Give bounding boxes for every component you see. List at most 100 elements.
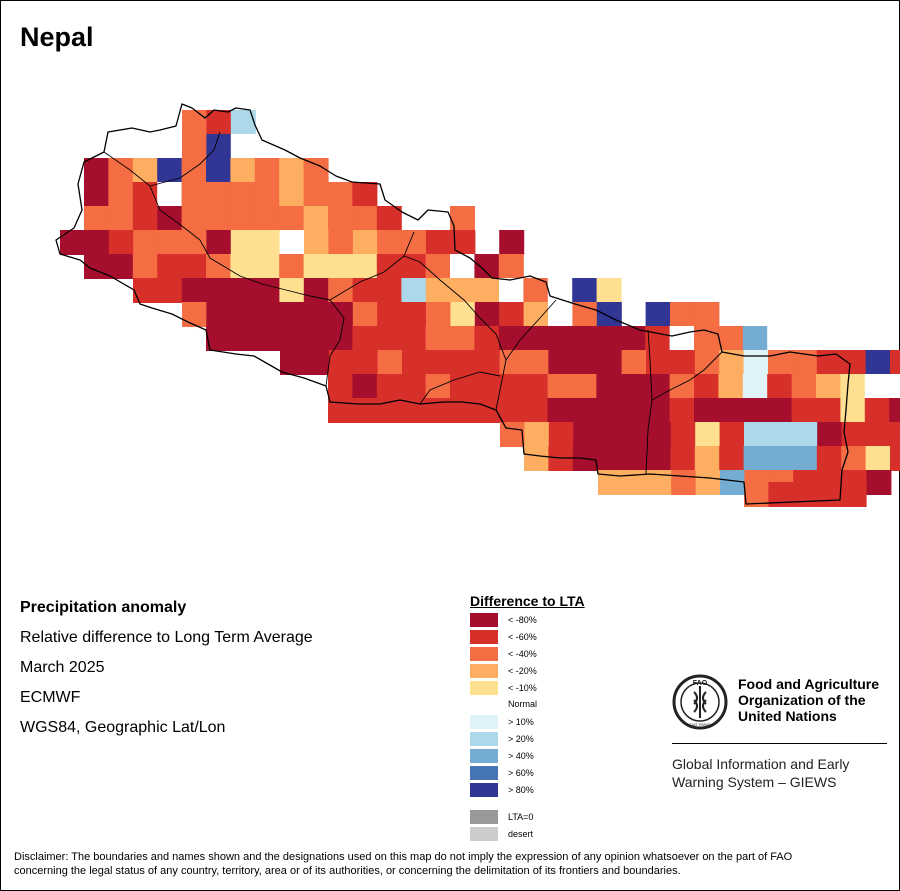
legend-swatch [470, 749, 498, 763]
anomaly-cell-m60 [352, 398, 378, 423]
anomaly-cell-m80 [280, 350, 305, 375]
province-boundary-line [149, 131, 221, 187]
anomaly-cell-m40 [181, 206, 207, 231]
anomaly-cell-m80 [572, 350, 598, 375]
fao-emblem-text: FAO [693, 680, 708, 687]
anomaly-cell-m40 [206, 182, 231, 207]
anomaly-cell-m60 [816, 446, 842, 471]
anomaly-cell-m80 [279, 326, 305, 351]
anomaly-cell-m60 [157, 278, 183, 303]
anomaly-cell-m60 [498, 398, 524, 423]
anomaly-cell-m40 [279, 206, 305, 231]
anomaly-cell-m80 [498, 326, 524, 351]
anomaly-cell-m10 [695, 422, 721, 447]
anomaly-cell-n [499, 278, 524, 303]
anomaly-cell-m40 [108, 206, 134, 231]
anomaly-cell-m80 [254, 326, 280, 351]
disclaimer: Disclaimer: The boundaries and names sho… [14, 850, 884, 878]
legend-label: < -20% [508, 666, 537, 676]
province-boundary-line [651, 351, 723, 401]
anomaly-cell-m40 [425, 254, 451, 279]
anomaly-cell-m40 [352, 302, 378, 327]
anomaly-cell-m60 [719, 446, 745, 471]
anomaly-cell-m60 [791, 398, 817, 423]
anomaly-cell-m60 [206, 110, 232, 135]
anomaly-cell-m40 [108, 182, 134, 207]
anomaly-cell-m40 [426, 302, 451, 327]
province-boundary-line [403, 255, 507, 411]
anomaly-cell-m60 [475, 350, 501, 375]
anomaly-cell-m60 [864, 398, 890, 423]
anomaly-cell-m80 [547, 398, 573, 423]
legend-label: < -10% [508, 683, 537, 693]
anomaly-cell-m60 [719, 422, 745, 447]
anomaly-cell-m60 [841, 422, 867, 447]
legend-label: LTA=0 [508, 812, 534, 822]
province-boundary-line [103, 151, 331, 301]
anomaly-cell-m40 [694, 350, 720, 375]
anomaly-cell-m80 [645, 374, 671, 399]
anomaly-cell-p80 [572, 278, 598, 303]
anomaly-cell-m20 [816, 374, 841, 399]
anomaly-cell-m60 [352, 182, 378, 207]
anomaly-cell-n [450, 254, 475, 279]
anomaly-cell-m80 [255, 278, 280, 303]
anomaly-cell-m10 [254, 254, 280, 279]
anomaly-cell-m40 [401, 230, 427, 255]
disclaimer-line1: Disclaimer: The boundaries and names sho… [14, 851, 793, 863]
anomaly-cell-m80 [304, 350, 330, 375]
legend-label: < -40% [508, 649, 537, 659]
anomaly-cell-m40 [523, 278, 549, 303]
anomaly-cell-m60 [694, 374, 719, 399]
legend-swatch [470, 783, 498, 797]
anomaly-cell-m10 [255, 230, 281, 255]
anomaly-cell-m80 [548, 350, 574, 375]
anomaly-cell-m10 [596, 278, 622, 303]
fao-emblem-icon: FAO FIAT PANIS [672, 674, 728, 730]
anomaly-cell-m40 [182, 134, 207, 159]
anomaly-cell-m40 [279, 254, 305, 279]
anomaly-cell-m40 [352, 206, 378, 231]
anomaly-cell-m40 [621, 350, 647, 375]
anomaly-cell-m80 [499, 230, 525, 255]
legend-item-lta0: LTA=0 [470, 810, 590, 824]
giews-line2: Warning System – GIEWS [672, 774, 837, 790]
anomaly-cell-p40 [720, 470, 745, 495]
anomaly-cell-p80 [645, 302, 671, 327]
anomaly-cell-m20 [694, 446, 720, 471]
anomaly-cell-m80 [694, 398, 719, 423]
anomaly-cell-m80 [817, 422, 843, 447]
divider [672, 743, 887, 744]
anomaly-cell-m20 [425, 278, 451, 303]
anomaly-cell-n [157, 182, 183, 207]
anomaly-cell-m40 [230, 182, 256, 207]
anomaly-cell-m40 [230, 206, 256, 231]
anomaly-cell-m60 [670, 422, 696, 447]
province-boundary-line [419, 371, 501, 405]
anomaly-cell-m40 [182, 110, 207, 135]
anomaly-cell-m40 [181, 182, 207, 207]
legend-title: Difference to LTA [470, 593, 585, 609]
anomaly-cell-m80 [742, 398, 768, 423]
anomaly-cell-p40 [792, 446, 818, 471]
anomaly-cell-m10 [450, 302, 476, 327]
anomaly-cell-m60 [450, 350, 476, 375]
legend-swatch [470, 810, 498, 824]
anomaly-cell-m80 [108, 254, 134, 279]
anomaly-cell-p20 [744, 422, 769, 447]
anomaly-cell-m60 [890, 422, 900, 447]
anomaly-cell-n [889, 374, 900, 399]
anomaly-cell-m60 [426, 230, 451, 255]
legend-item-p10: > 10% [470, 715, 590, 729]
map-source: ECMWF [20, 689, 81, 706]
anomaly-cell-m80 [596, 374, 622, 399]
anomaly-cell-m80 [866, 470, 892, 495]
anomaly-cell-p10 [743, 350, 769, 375]
anomaly-cell-m80 [230, 278, 256, 303]
legend-label: > 40% [508, 751, 534, 761]
anomaly-cell-m80 [84, 230, 110, 255]
anomaly-cell-m10 [279, 278, 305, 303]
anomaly-cell-m40 [377, 350, 403, 375]
anomaly-cell-m40 [182, 230, 207, 255]
disclaimer-line2: concerning the legal status of any count… [14, 865, 681, 877]
